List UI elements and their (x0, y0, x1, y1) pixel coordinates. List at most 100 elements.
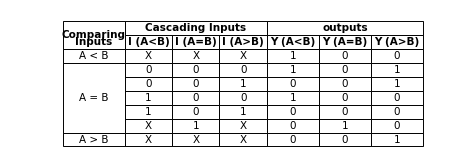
Text: X: X (239, 134, 246, 144)
Bar (125, 63, 172, 77)
Text: 0: 0 (393, 107, 400, 117)
Bar (63, 49, 125, 63)
Bar (267, 105, 319, 119)
Text: 0: 0 (146, 79, 152, 89)
Text: 0: 0 (393, 93, 400, 103)
Text: 0: 0 (192, 107, 199, 117)
Text: X: X (145, 134, 152, 144)
Bar (172, 105, 219, 119)
Text: X: X (192, 51, 200, 61)
Bar (125, 105, 172, 119)
Text: X: X (145, 121, 152, 131)
Text: 1: 1 (146, 107, 152, 117)
Bar (219, 119, 267, 132)
Bar (63, 63, 125, 132)
Bar (172, 35, 219, 49)
Bar (219, 91, 267, 105)
Bar (267, 77, 319, 91)
Bar (125, 21, 267, 35)
Text: I (A>B): I (A>B) (222, 37, 264, 47)
Bar (172, 49, 219, 63)
Text: 0: 0 (342, 79, 348, 89)
Bar (219, 77, 267, 91)
Text: 0: 0 (240, 65, 246, 75)
Text: Y (A<B): Y (A<B) (270, 37, 315, 47)
Text: A = B: A = B (79, 93, 109, 103)
Text: 1: 1 (290, 51, 296, 61)
Text: 1: 1 (240, 107, 246, 117)
Text: A > B: A > B (79, 134, 109, 144)
Bar (219, 105, 267, 119)
Text: I (A=B): I (A=B) (175, 37, 217, 47)
Bar (267, 35, 319, 49)
Text: Cascading Inputs: Cascading Inputs (146, 23, 246, 33)
Bar (319, 105, 371, 119)
Bar (371, 132, 423, 146)
Bar (319, 63, 371, 77)
Bar (267, 132, 319, 146)
Bar (125, 49, 172, 63)
Bar (371, 91, 423, 105)
Text: X: X (239, 51, 246, 61)
Bar (319, 77, 371, 91)
Text: 0: 0 (342, 107, 348, 117)
Bar (219, 49, 267, 63)
Bar (371, 49, 423, 63)
Bar (125, 91, 172, 105)
Bar (125, 77, 172, 91)
Bar (125, 119, 172, 132)
Text: 0: 0 (240, 93, 246, 103)
Bar (172, 63, 219, 77)
Text: A < B: A < B (79, 51, 109, 61)
Text: 0: 0 (342, 93, 348, 103)
Text: 0: 0 (290, 107, 296, 117)
Text: I (A<B): I (A<B) (128, 37, 170, 47)
Text: 1: 1 (146, 93, 152, 103)
Text: Comparing: Comparing (62, 30, 126, 40)
Text: 0: 0 (290, 134, 296, 144)
Text: X: X (239, 121, 246, 131)
Bar (371, 77, 423, 91)
Text: 0: 0 (146, 65, 152, 75)
Text: Inputs: Inputs (75, 37, 113, 47)
Bar (172, 132, 219, 146)
Bar (371, 119, 423, 132)
Text: X: X (145, 51, 152, 61)
Bar (319, 132, 371, 146)
Text: 0: 0 (192, 65, 199, 75)
Text: 0: 0 (290, 79, 296, 89)
Bar (319, 49, 371, 63)
Text: 0: 0 (192, 79, 199, 89)
Bar (371, 35, 423, 49)
Text: 0: 0 (192, 93, 199, 103)
Bar (172, 91, 219, 105)
Bar (125, 132, 172, 146)
Bar (319, 91, 371, 105)
Text: 0: 0 (342, 51, 348, 61)
Text: 1: 1 (393, 79, 400, 89)
Text: 0: 0 (342, 134, 348, 144)
Bar (219, 132, 267, 146)
Text: 0: 0 (290, 121, 296, 131)
Text: 1: 1 (393, 65, 400, 75)
Bar (319, 35, 371, 49)
Text: 0: 0 (393, 121, 400, 131)
Bar (172, 119, 219, 132)
Bar (172, 77, 219, 91)
Text: 1: 1 (240, 79, 246, 89)
Text: 1: 1 (192, 121, 199, 131)
Bar (267, 21, 423, 35)
Text: 1: 1 (290, 65, 296, 75)
Text: Y (A>B): Y (A>B) (374, 37, 419, 47)
Bar (371, 105, 423, 119)
Bar (63, 132, 125, 146)
Bar (267, 119, 319, 132)
Text: Y (A=B): Y (A=B) (322, 37, 367, 47)
Text: 1: 1 (290, 93, 296, 103)
Text: 1: 1 (393, 134, 400, 144)
Text: outputs: outputs (322, 23, 368, 33)
Bar (219, 63, 267, 77)
Text: X: X (192, 134, 200, 144)
Bar (267, 91, 319, 105)
Bar (63, 21, 125, 49)
